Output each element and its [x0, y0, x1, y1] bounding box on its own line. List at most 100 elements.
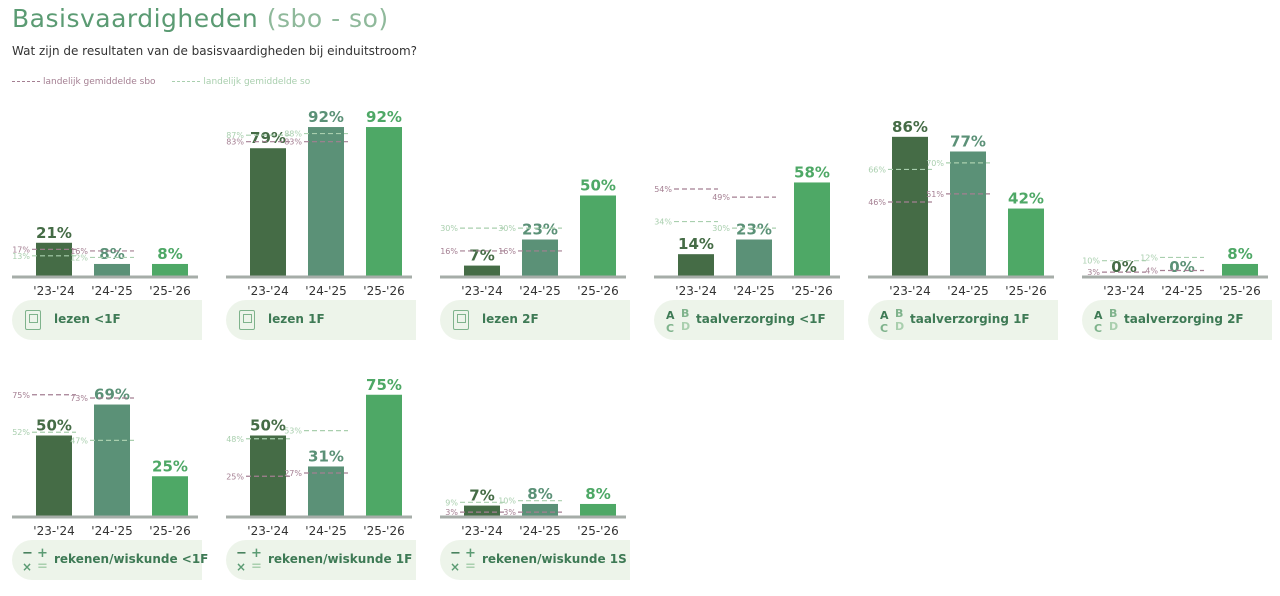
category-tick-label: '24-'25: [519, 284, 560, 298]
so-average-label: 10%: [1082, 257, 1100, 266]
sbo-average-label: 16%: [440, 247, 458, 256]
chart-label-pill: A B C D taalverzorging 2F: [1082, 300, 1272, 340]
chart-panel: 7% '23-'24 23% '24-'25 50% '25-'26 16% 16% 30% 30…: [440, 100, 636, 350]
chart-panel: 7% '23-'24 8% '24-'25 8% '25-'26 3% 3% 9% 10% − + × =…: [440, 340, 636, 590]
sbo-average-label: 3%: [503, 508, 516, 517]
bar-chart: 86% '23-'24 77% '24-'25 42% '25-'26 46% 51% 66% 7…: [868, 118, 1054, 298]
sbo-average-label: 25%: [226, 472, 244, 481]
bar: [308, 127, 344, 277]
title-suffix: (sbo - so): [266, 4, 389, 33]
bar: [522, 239, 558, 277]
page-title: Basisvaardigheden (sbo - so): [12, 4, 389, 33]
bar-value-label: 92%: [308, 108, 344, 126]
category-tick-label: '24-'25: [947, 284, 988, 298]
chart-label-pill: − + × = rekenen/wiskunde 1S: [440, 540, 630, 580]
sbo-average-label: 27%: [284, 469, 302, 478]
bar: [94, 404, 130, 517]
bar-value-label: 50%: [580, 177, 616, 195]
category-tick-label: '24-'25: [91, 524, 132, 538]
bar-value-label: 21%: [36, 224, 72, 242]
category-tick-label: '23-'24: [675, 284, 716, 298]
category-tick-label: '24-'25: [733, 284, 774, 298]
chart-icon: − + × =: [22, 546, 50, 574]
book-icon: [239, 310, 255, 330]
category-tick-label: '24-'25: [1161, 284, 1202, 298]
sbo-average-label: 16%: [70, 247, 88, 256]
so-average-label: 87%: [226, 131, 244, 140]
chart-panel: 79% '23-'24 92% '24-'25 92% '25-'26 83% 83% 87% 8…: [226, 100, 422, 350]
bar-value-label: 8%: [1227, 245, 1252, 263]
book-icon: [453, 310, 469, 330]
bar-value-label: 0%: [1169, 258, 1194, 276]
bar: [152, 476, 188, 517]
bar-value-label: 86%: [892, 118, 928, 136]
bar: [892, 136, 928, 277]
chart-label: lezen 2F: [482, 312, 539, 326]
so-average-label: 12%: [70, 253, 88, 262]
bar: [580, 503, 616, 517]
bar-value-label: 42%: [1008, 190, 1044, 208]
bar: [1222, 263, 1258, 277]
sbo-average-label: 75%: [12, 391, 30, 400]
category-tick-label: '25-'26: [577, 524, 618, 538]
chart-legend: landelijk gemiddelde sbo landelijk gemid…: [12, 77, 324, 87]
bar: [36, 242, 72, 277]
legend-so-dash: [172, 81, 201, 82]
bar: [580, 195, 616, 277]
bar-value-label: 0%: [1111, 258, 1136, 276]
bar: [794, 182, 830, 277]
legend-so: landelijk gemiddelde so: [172, 77, 310, 87]
chart-label-pill: − + × = rekenen/wiskunde 1F: [226, 540, 416, 580]
chart-panel: 86% '23-'24 77% '24-'25 42% '25-'26 46% 51% 66% 7…: [868, 100, 1064, 350]
category-tick-label: '25-'26: [791, 284, 832, 298]
bar: [1008, 208, 1044, 277]
chart-label-pill: lezen <1F: [12, 300, 202, 340]
sbo-average-label: 46%: [868, 198, 886, 207]
bar-value-label: 69%: [94, 386, 130, 404]
bar: [950, 151, 986, 277]
bar-chart: 7% '23-'24 23% '24-'25 50% '25-'26 16% 16% 30% 30…: [440, 177, 626, 298]
bar-chart: 50% '23-'24 69% '24-'25 25% '25-'26 75% 73% 52% 4…: [12, 386, 198, 538]
sbo-average-label: 73%: [70, 394, 88, 403]
bar: [36, 435, 72, 517]
sbo-average-label: 83%: [284, 138, 302, 147]
math-icon: − + × =: [450, 546, 476, 574]
math-icon: − + × =: [236, 546, 262, 574]
sbo-average-label: 16%: [498, 247, 516, 256]
bar: [308, 466, 344, 517]
math-icon: − + × =: [22, 546, 48, 574]
so-average-label: 12%: [1140, 253, 1158, 262]
chart-label: rekenen/wiskunde <1F: [54, 552, 209, 566]
chart-label-pill: − + × = rekenen/wiskunde <1F: [12, 540, 208, 580]
category-tick-label: '23-'24: [247, 284, 288, 298]
legend-so-label: landelijk gemiddelde so: [203, 77, 311, 87]
category-tick-label: '25-'26: [363, 284, 404, 298]
sbo-average-label: 83%: [226, 138, 244, 147]
book-icon: [25, 310, 41, 330]
bar-value-label: 8%: [585, 485, 610, 503]
chart-panel: 50% '23-'24 69% '24-'25 25% '25-'26 75% 73% 52% 4…: [12, 340, 208, 590]
bar-value-label: 50%: [250, 417, 286, 435]
so-average-label: 30%: [440, 224, 458, 233]
category-tick-label: '25-'26: [1005, 284, 1046, 298]
chart-label: rekenen/wiskunde 1S: [482, 552, 627, 566]
chart-label-pill: lezen 2F: [440, 300, 630, 340]
chart-panel: 50% '23-'24 31% '24-'25 75% '25-'26 25% 27% 48% 5…: [226, 340, 422, 590]
bar-value-label: 58%: [794, 163, 830, 181]
so-average-label: 52%: [12, 428, 30, 437]
bar-value-label: 75%: [366, 376, 402, 394]
legend-sbo-dash: [12, 81, 40, 82]
chart-label: taalverzorging <1F: [696, 312, 826, 326]
page-subtitle: Wat zijn de resultaten van de basisvaard…: [12, 44, 418, 58]
so-average-label: 30%: [712, 224, 730, 233]
bar: [366, 394, 402, 517]
bar-chart: 50% '23-'24 31% '24-'25 75% '25-'26 25% 27% 48% 5…: [226, 376, 412, 538]
chart-panel: 0% '23-'24 0% '24-'25 8% '25-'26 3% 4% 10% 12% A B C…: [1082, 100, 1278, 350]
chart-icon: [450, 306, 478, 334]
chart-icon: − + × =: [450, 546, 478, 574]
sbo-average-label: 51%: [926, 190, 944, 199]
bar: [736, 239, 772, 277]
sbo-average-label: 17%: [12, 245, 30, 254]
